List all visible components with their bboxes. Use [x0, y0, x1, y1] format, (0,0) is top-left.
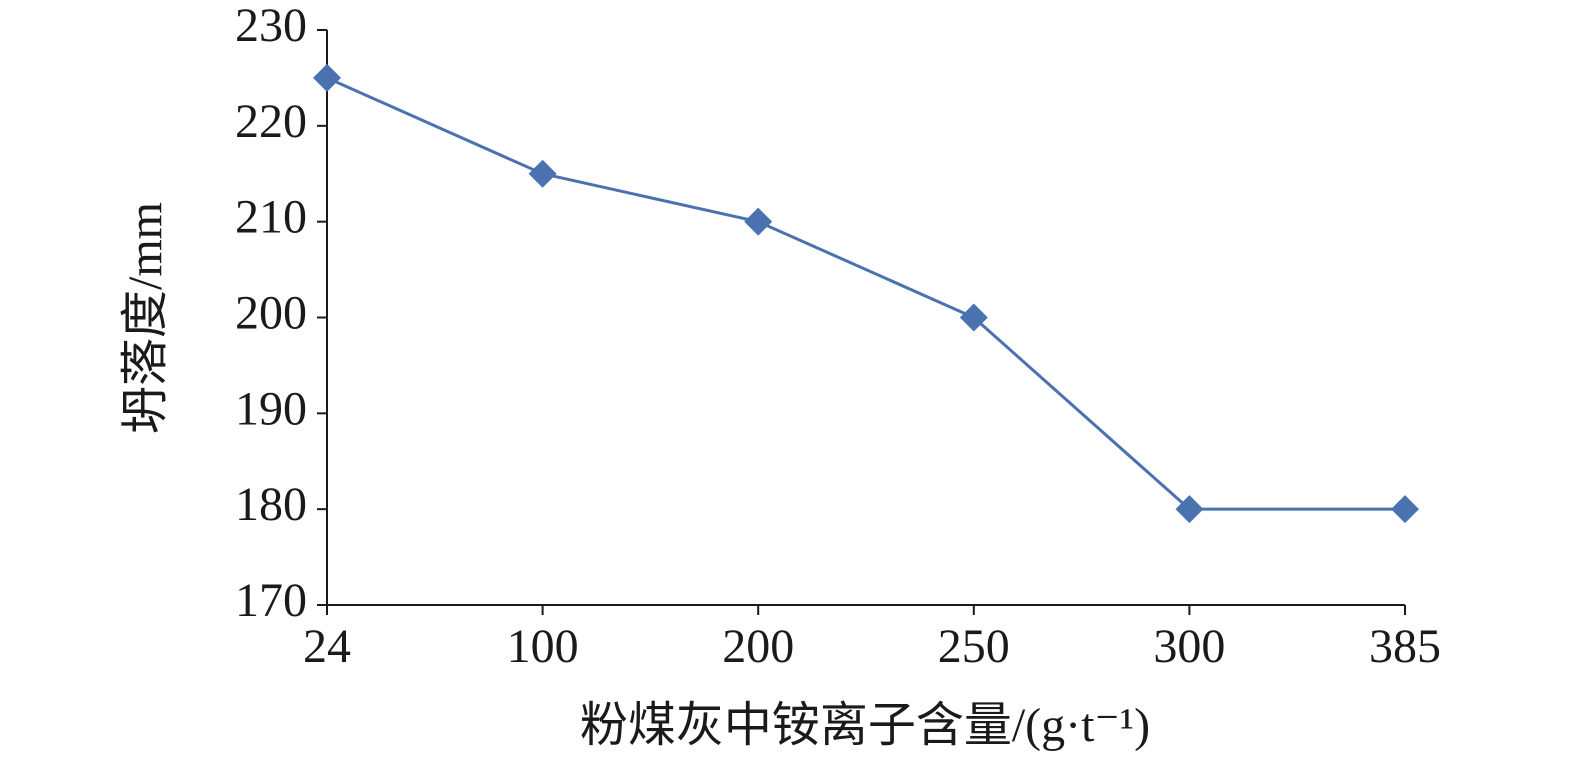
y-tick-label: 200: [235, 287, 307, 340]
x-tick-label: 385: [1369, 620, 1441, 673]
x-tick-label: 200: [722, 620, 794, 673]
data-point: [959, 303, 988, 332]
x-tick-label: 250: [938, 620, 1010, 673]
data-point: [313, 63, 341, 92]
y-tick-label: 190: [235, 382, 307, 435]
data-point: [528, 159, 557, 188]
data-point: [1175, 495, 1204, 524]
y-tick-label: 180: [235, 478, 307, 531]
y-tick-label: 170: [235, 574, 307, 627]
y-tick-label: 230: [235, 0, 307, 52]
y-axis-label: 坍落度/mm: [119, 202, 172, 434]
data-point: [1391, 495, 1419, 524]
y-tick-label: 210: [235, 191, 307, 244]
x-tick-label: 24: [303, 620, 351, 673]
x-axis-label: 粉煤灰中铵离子含量/(g·t⁻¹): [580, 699, 1150, 752]
x-tick-label: 100: [507, 620, 579, 673]
y-tick-label: 220: [235, 95, 307, 148]
data-point: [744, 207, 773, 236]
data-line: [326, 76, 1405, 511]
x-tick-label: 300: [1153, 620, 1225, 673]
